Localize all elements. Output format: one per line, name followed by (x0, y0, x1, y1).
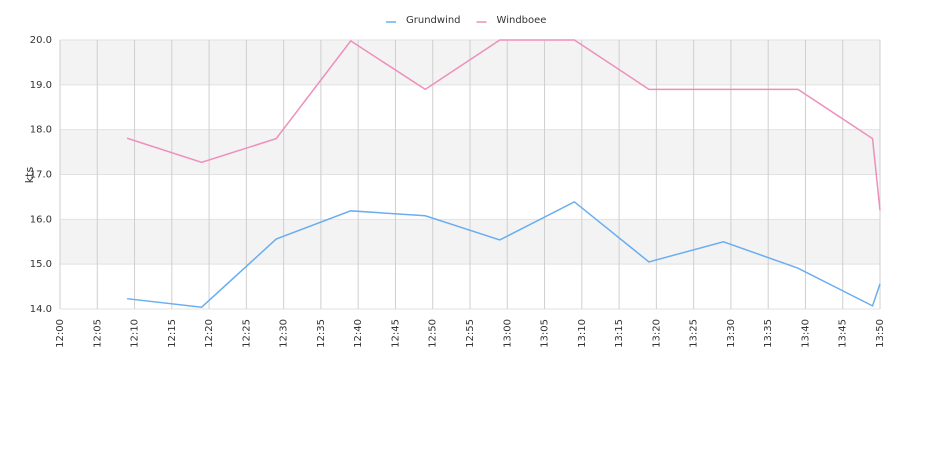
x-tick-label: 12:35 (316, 319, 327, 348)
y-tick-label: 15.0 (30, 259, 52, 270)
x-tick-label: 13:25 (689, 319, 700, 348)
x-tick-label: 12:55 (465, 319, 476, 348)
x-tick-label: 12:05 (92, 319, 103, 348)
x-tick-label: 13:30 (726, 319, 737, 348)
y-axis-label: kts (23, 167, 36, 184)
x-tick-label: 12:00 (55, 319, 66, 348)
x-tick-label: 13:35 (763, 319, 774, 348)
x-tick-label: 12:40 (353, 319, 364, 348)
x-tick-label: 13:40 (800, 319, 811, 348)
series-line (127, 200, 881, 308)
y-tick-label: 17.0 (30, 170, 52, 181)
x-tick-label: 12:50 (428, 319, 439, 348)
y-tick-label: 19.0 (30, 80, 52, 91)
x-tick-label: 12:25 (241, 319, 252, 348)
legend-label: Windboee (497, 15, 547, 26)
series-line (126, 39, 881, 211)
x-tick-label: 12:30 (279, 319, 290, 348)
y-tick-label: 18.0 (30, 125, 52, 136)
x-tick-label: 13:45 (838, 319, 849, 348)
y-tick-label: 14.0 (30, 304, 52, 315)
x-tick-label: 13:10 (577, 319, 588, 348)
y-tick-label: 16.0 (30, 214, 52, 225)
x-tick-label: 12:10 (130, 319, 141, 348)
x-tick-label: 12:20 (204, 319, 215, 348)
legend-label: Grundwind (406, 15, 461, 26)
x-tick-label: 12:45 (390, 319, 401, 348)
x-tick-label: 13:05 (540, 319, 551, 348)
x-tick-label: 13:00 (502, 319, 513, 348)
x-tick-label: 13:15 (614, 319, 625, 348)
x-tick-label: 13:20 (651, 319, 662, 348)
x-tick-label: 12:15 (167, 319, 178, 348)
x-tick-label: 13:50 (875, 319, 886, 348)
y-tick-label: 20.0 (30, 35, 52, 46)
